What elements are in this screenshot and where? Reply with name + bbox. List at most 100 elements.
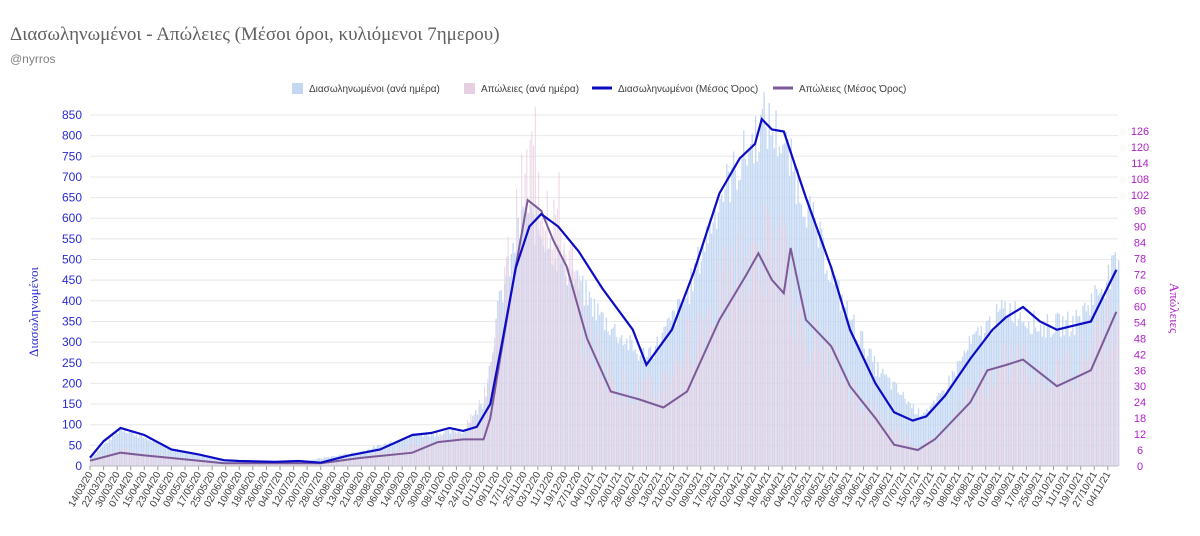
left-tick-label: 750 (62, 149, 82, 163)
deaths-daily-bar (706, 315, 708, 466)
deaths-daily-bar (533, 145, 535, 466)
deaths-daily-bar (1070, 382, 1072, 466)
legend-label-intubated-average: Διασωληνωμένοι (Μέσος Όρος) (618, 83, 758, 95)
deaths-daily-bar (751, 211, 753, 466)
deaths-daily-bar (1035, 385, 1037, 466)
deaths-daily-bar (120, 451, 122, 466)
deaths-daily-bar (565, 254, 567, 466)
intubated-daily-bar (919, 415, 921, 466)
left-tick-label: 650 (62, 191, 82, 205)
deaths-daily-bar (816, 320, 818, 466)
deaths-daily-bar (365, 456, 367, 466)
deaths-daily-bar (678, 359, 680, 466)
deaths-daily-bar (258, 463, 260, 466)
deaths-daily-bar (796, 307, 798, 466)
intubated-daily-bar (1043, 321, 1045, 466)
deaths-daily-bar (227, 462, 229, 466)
deaths-daily-bar (794, 340, 796, 466)
deaths-daily-bar (1099, 316, 1101, 466)
left-tick-label: 150 (62, 397, 82, 411)
intubated-daily-bar (809, 196, 811, 466)
deaths-daily-bar (801, 294, 803, 466)
deaths-daily-bar (105, 455, 107, 466)
intubated-daily-bar (921, 415, 923, 466)
intubated-daily-bar (822, 237, 825, 466)
intubated-daily-bar (110, 440, 112, 466)
deaths-daily-bar (1030, 384, 1032, 466)
deaths-average-line (89, 198, 1118, 465)
deaths-daily-bar (877, 409, 879, 466)
deaths-daily-bar (762, 250, 764, 466)
intubated-daily-bar (902, 391, 904, 466)
deaths-daily-bar (95, 457, 97, 466)
deaths-daily-bar (1116, 321, 1118, 466)
deaths-daily-bar (874, 413, 876, 466)
deaths-daily-bar (621, 406, 623, 466)
deaths-daily-bar (716, 324, 718, 466)
intubated-daily-bar (897, 392, 899, 466)
deaths-daily-bar (363, 458, 365, 466)
deaths-daily-bar (142, 453, 144, 466)
deaths-daily-bar (875, 404, 877, 466)
deaths-daily-bar (797, 309, 799, 466)
intubated-daily-bar (631, 340, 633, 466)
deaths-daily-bar (1067, 349, 1069, 466)
left-tick-label: 800 (62, 129, 82, 143)
deaths-daily-bar (643, 382, 645, 466)
deaths-daily-bar (351, 458, 353, 466)
deaths-daily-bar (782, 226, 784, 466)
deaths-daily-bar (388, 453, 390, 466)
deaths-daily-bar (244, 463, 246, 466)
deaths-daily-bar (338, 458, 340, 466)
deaths-daily-bar (765, 295, 767, 466)
deaths-daily-bar (455, 431, 457, 466)
deaths-daily-bar (879, 423, 881, 466)
deaths-daily-bar (483, 386, 485, 466)
right-tick-label: 24 (1134, 397, 1146, 409)
deaths-daily-bar (767, 203, 769, 466)
intubated-daily-bar (841, 294, 843, 466)
deaths-daily-bar (234, 463, 236, 466)
deaths-daily-bar (399, 444, 401, 466)
deaths-daily-bar (738, 283, 740, 466)
deaths-daily-bar (393, 450, 396, 466)
deaths-daily-bar (153, 452, 155, 466)
intubated-daily-bar (118, 430, 121, 466)
deaths-daily-bar (202, 462, 204, 466)
deaths-daily-bar (770, 219, 772, 466)
deaths-daily-bar (558, 172, 560, 466)
intubated-daily-bar (793, 165, 796, 467)
deaths-daily-bar (1113, 320, 1115, 466)
intubated-daily-bar (895, 383, 898, 466)
deaths-daily-bar (1084, 362, 1086, 466)
deaths-daily-bar (232, 462, 234, 466)
deaths-daily-bar (940, 431, 942, 466)
deaths-daily-bar (636, 372, 638, 466)
deaths-daily-bar (897, 430, 899, 466)
intubated-daily-bar (938, 393, 940, 466)
deaths-daily-bar (602, 378, 604, 466)
intubated-daily-bar (162, 444, 165, 466)
deaths-daily-bar (278, 463, 280, 466)
deaths-daily-bar (784, 223, 786, 466)
deaths-daily-bar (222, 463, 224, 466)
intubated-daily-bar (894, 381, 896, 466)
intubated-daily-bar (827, 279, 830, 466)
deaths-daily-bar (701, 313, 703, 466)
deaths-daily-bar (814, 313, 816, 466)
deaths-daily-bar (650, 374, 652, 466)
deaths-daily-bar (697, 309, 699, 466)
left-axis-ticks: 0 50 100 150 200 250 300 350 400 450 500 550 600 650 7… (62, 108, 82, 473)
deaths-daily-bar (397, 448, 399, 466)
intubated-daily-bar (911, 408, 913, 466)
intubated-daily-bar (140, 434, 143, 466)
deaths-daily-bar (996, 366, 998, 466)
right-axis-ticks: 0 6 12 18 24 30 36 42 48 54 60 66 72 78 84 90 96 102 108 11… (1131, 126, 1149, 473)
deaths-daily-bar (952, 412, 954, 466)
deaths-daily-bar (717, 259, 720, 466)
deaths-daily-bar (200, 462, 202, 466)
deaths-daily-bar (902, 439, 904, 466)
deaths-daily-bar (1081, 331, 1083, 466)
deaths-daily-bar (183, 458, 185, 466)
deaths-daily-bar (171, 456, 173, 466)
